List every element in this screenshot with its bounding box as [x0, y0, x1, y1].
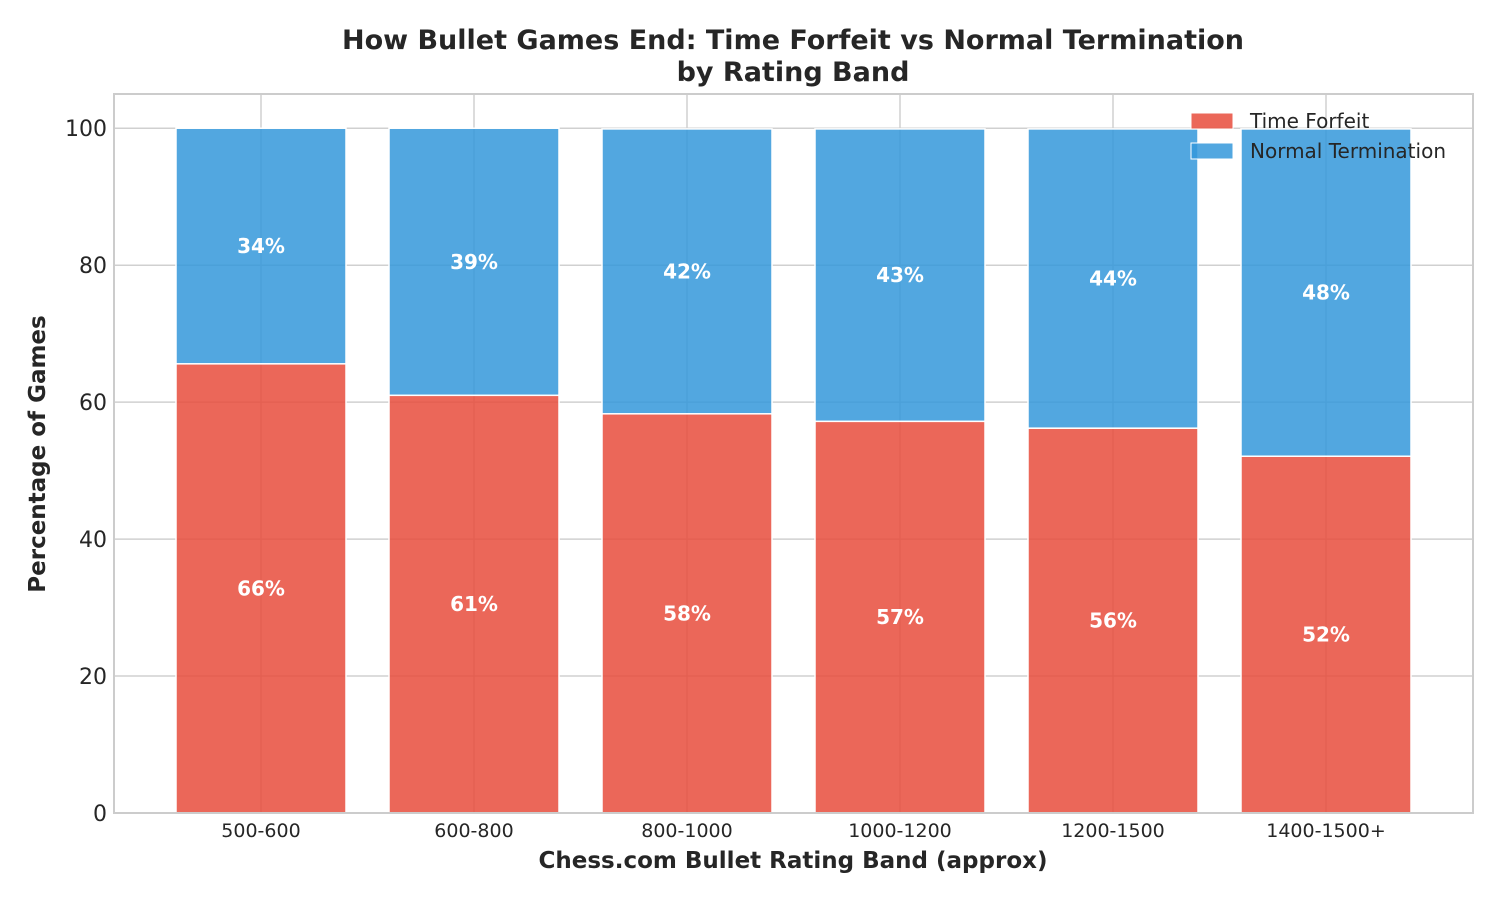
bar-value-label: 66%	[237, 576, 285, 600]
bar-value-label: 61%	[450, 592, 498, 616]
plot-area: 66% 34% 61% 39% 58% 42% 57% 43% 56% 44% 52% 48% 0 20 4…	[65, 93, 1474, 842]
chart-subtitle: by Rating Band	[677, 57, 910, 88]
bar-value-label: 57%	[876, 605, 924, 629]
legend-swatch	[1190, 112, 1234, 130]
legend-label: Normal Termination	[1250, 139, 1446, 163]
x-tick-label: 800-1000	[641, 820, 732, 842]
bar-value-label: 52%	[1302, 623, 1350, 647]
legend-label: Time Forfeit	[1249, 109, 1369, 133]
bar-normal-termination	[601, 128, 773, 415]
x-axis-label: Chess.com Bullet Rating Band (approx)	[539, 848, 1048, 874]
bar-value-label: 34%	[237, 234, 285, 258]
y-tick-label: 80	[79, 254, 107, 279]
x-tick-label: 1200-1500	[1061, 820, 1165, 842]
bar-value-label: 58%	[663, 601, 711, 625]
x-tick-label: 500-600	[221, 820, 300, 842]
y-tick-label: 20	[79, 665, 107, 690]
y-tick-label: 60	[79, 391, 107, 416]
bar-normal-termination	[1240, 128, 1412, 457]
bar-value-label: 44%	[1089, 267, 1137, 291]
chart-title: How Bullet Games End: Time Forfeit vs No…	[342, 25, 1244, 56]
bar-time-forfeit	[814, 420, 986, 814]
bar-value-label: 39%	[450, 250, 498, 274]
bar-normal-termination	[814, 128, 986, 423]
x-tick-label: 1000-1200	[848, 820, 952, 842]
bar-time-forfeit	[175, 363, 347, 814]
y-tick-label: 0	[93, 802, 107, 827]
bar-value-label: 48%	[1302, 281, 1350, 305]
plot-frame	[113, 93, 1474, 814]
y-axis-label: Percentage of Games	[25, 315, 51, 592]
bar-value-label: 42%	[663, 259, 711, 283]
bar-time-forfeit	[601, 413, 773, 814]
bar-value-label: 56%	[1089, 609, 1137, 633]
x-tick-label: 600-800	[434, 820, 513, 842]
y-tick-label: 40	[79, 528, 107, 553]
bar-normal-termination	[388, 127, 560, 397]
x-tick-label: 1400-1500+	[1266, 820, 1385, 842]
bar-normal-termination	[1027, 128, 1199, 429]
y-tick-label: 100	[65, 117, 107, 142]
bar-normal-termination	[175, 127, 347, 365]
bar-time-forfeit	[1240, 455, 1412, 814]
bar-value-label: 43%	[876, 263, 924, 287]
legend-swatch	[1190, 142, 1234, 160]
